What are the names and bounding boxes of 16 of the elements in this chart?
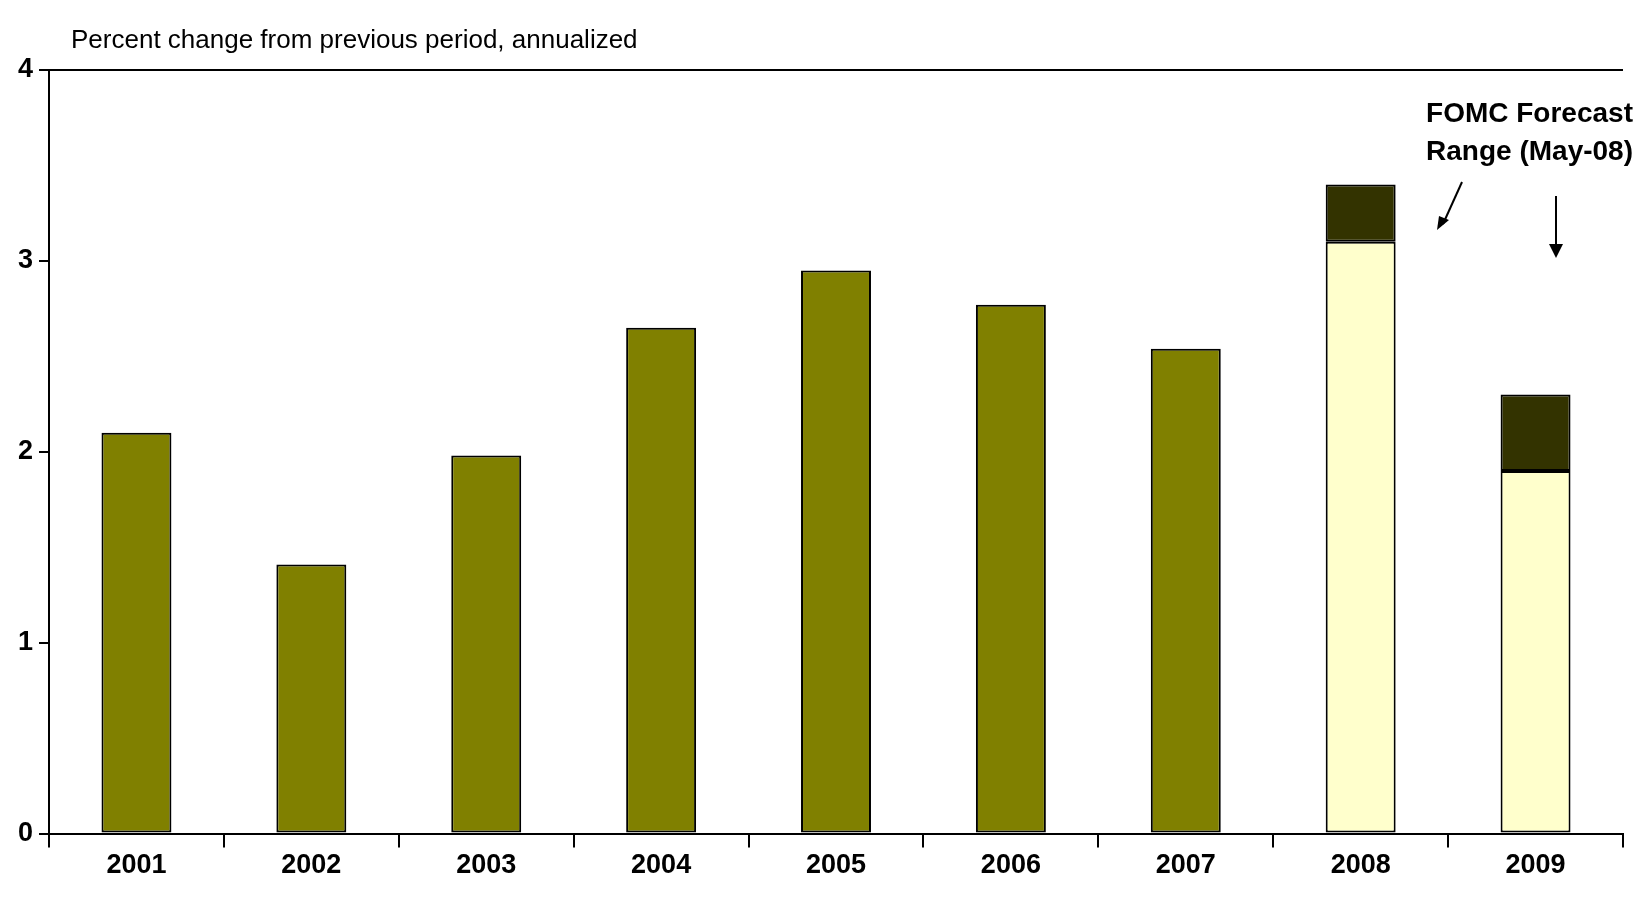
- y-axis-title: Percent change from previous period, annualized: [71, 24, 638, 55]
- x-tick-label: 2005: [805, 849, 867, 880]
- y-tick-label: 0: [17, 817, 34, 848]
- x-tick-label: 2003: [456, 849, 517, 880]
- x-tick-label: 2008: [1330, 849, 1391, 880]
- y-tick-label: 1: [17, 626, 34, 657]
- x-tick-label: 2001: [106, 849, 167, 880]
- x-tick-label: 2004: [631, 849, 692, 880]
- annotation: FOMC Forecast Range (May-08): [1425, 96, 1633, 168]
- x-tick-label: 2007: [1155, 849, 1216, 880]
- y-tick-label: 4: [17, 53, 34, 84]
- y-tick-label: 2: [17, 435, 34, 466]
- x-tick-label: 2009: [1505, 849, 1566, 880]
- y-tick-label: 3: [17, 244, 34, 275]
- x-tick-label: 2006: [980, 849, 1041, 880]
- x-tick-label: 2002: [281, 849, 342, 880]
